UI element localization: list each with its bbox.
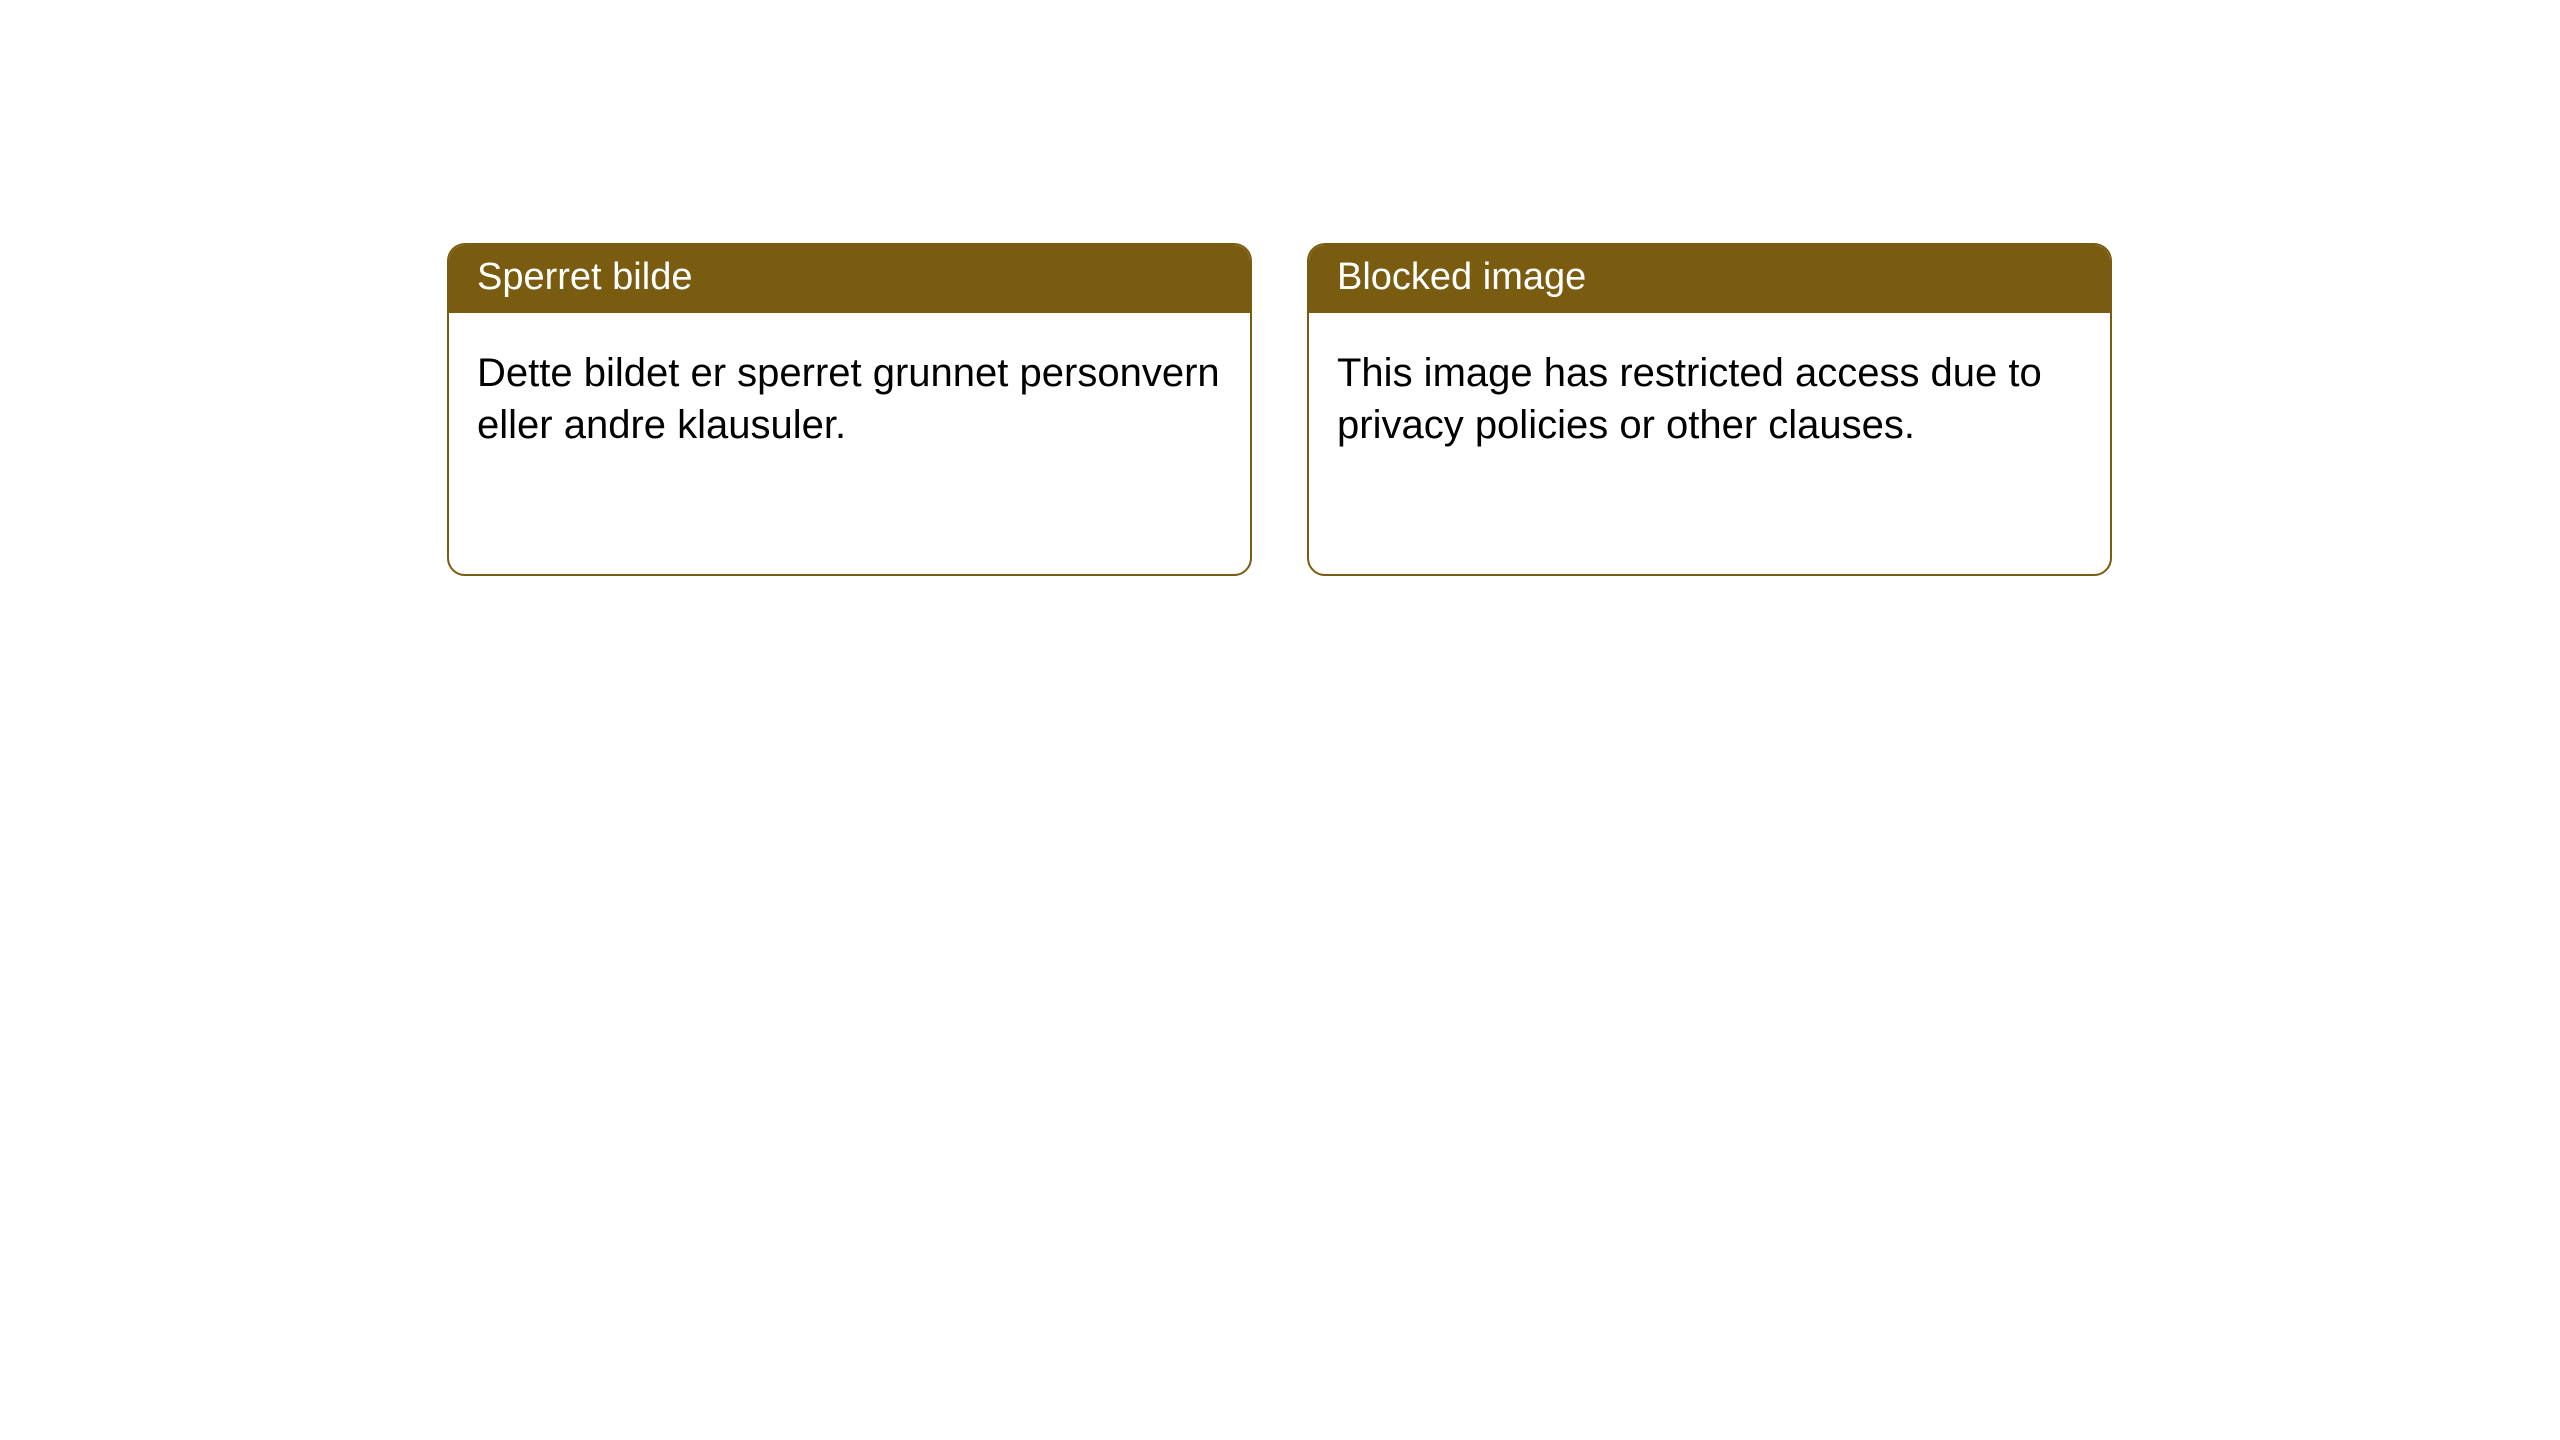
notice-cards-container: Sperret bilde Dette bildet er sperret gr… xyxy=(447,243,2112,576)
notice-header-english: Blocked image xyxy=(1309,245,2110,313)
notice-body-norwegian: Dette bildet er sperret grunnet personve… xyxy=(449,313,1250,485)
notice-card-english: Blocked image This image has restricted … xyxy=(1307,243,2112,576)
notice-header-norwegian: Sperret bilde xyxy=(449,245,1250,313)
notice-body-english: This image has restricted access due to … xyxy=(1309,313,2110,485)
notice-card-norwegian: Sperret bilde Dette bildet er sperret gr… xyxy=(447,243,1252,576)
